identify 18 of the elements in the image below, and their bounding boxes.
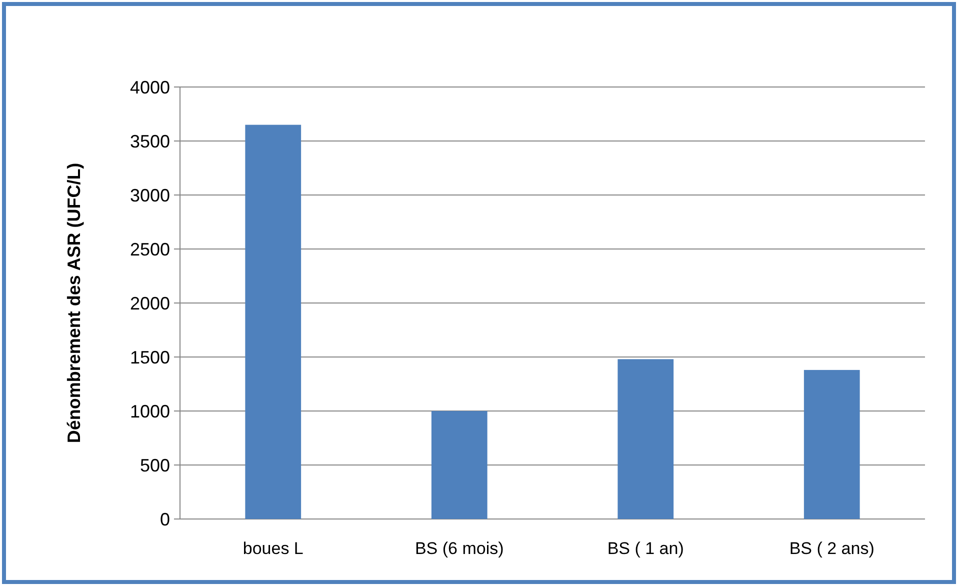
y-tick-label: 0 [160, 509, 170, 530]
y-tick-label: 1500 [130, 347, 170, 368]
y-tick-label: 500 [140, 455, 170, 476]
x-tick-label: BS ( 1 an) [607, 539, 684, 558]
bar [245, 124, 302, 519]
bar [804, 370, 860, 519]
bar [431, 411, 488, 519]
y-tick-label: 3000 [130, 185, 170, 206]
x-tick-label: boues L [242, 539, 304, 558]
y-tick-label: 2000 [130, 293, 170, 314]
y-tick-label: 2500 [130, 239, 170, 260]
x-tick-label: BS (6 mois) [414, 539, 504, 558]
bar [618, 359, 674, 519]
y-tick-label: 3500 [130, 131, 170, 152]
y-tick-label: 4000 [130, 77, 170, 98]
y-axis-title: Dénombrement des ASR (UFC/L) [64, 162, 84, 444]
x-tick-label: BS ( 2 ans) [789, 539, 874, 558]
y-tick-label: 1000 [130, 401, 170, 422]
